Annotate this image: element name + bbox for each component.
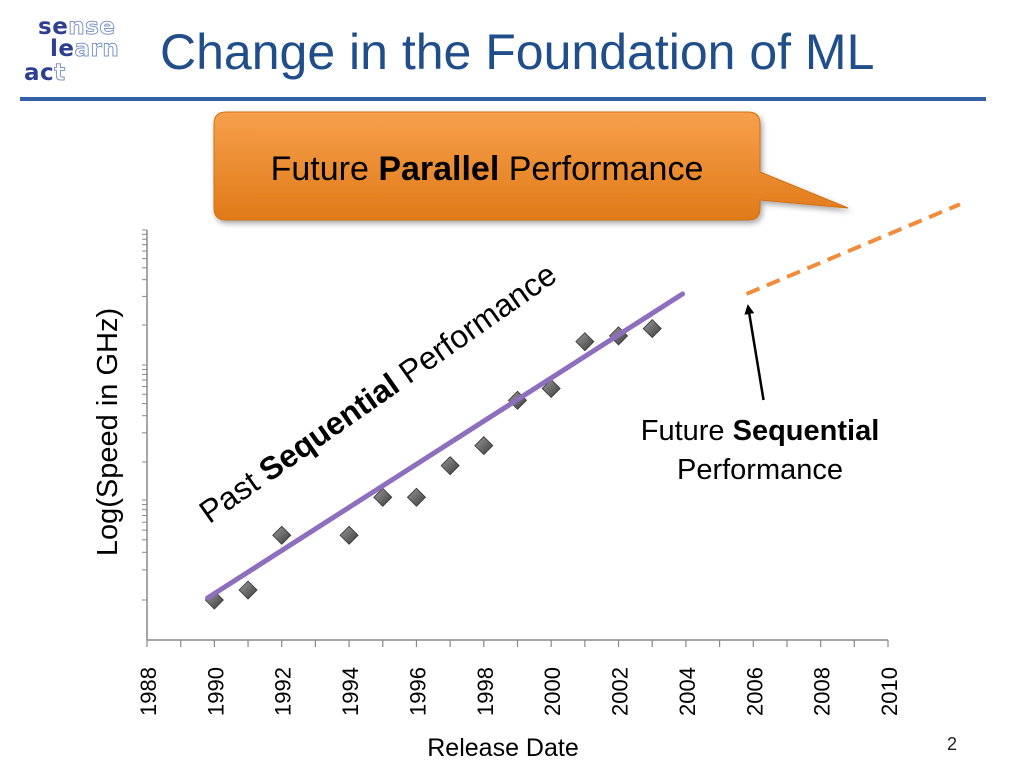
x-axis-ticks: 1988 1990 1992 1994 1996 1998 2000 2002 2004 2006… (136, 640, 902, 716)
logo-word-sense: sense (38, 14, 116, 40)
y-axis-ticks (142, 229, 147, 601)
axes: 1988 1990 1992 1994 1996 1998 2000 2002 2004 2006… (136, 229, 902, 716)
x-tick-label: 1994 (338, 667, 363, 716)
x-tick-label: 1996 (405, 667, 430, 716)
x-tick-label: 2002 (608, 667, 633, 716)
logo: sense learn act (22, 14, 132, 94)
callout-bubble (213, 111, 849, 221)
slide-title: Change in the Foundation of ML (160, 24, 875, 80)
past-sequential-trend-line (205, 291, 686, 601)
data-points (204, 319, 662, 610)
data-point (642, 319, 662, 339)
x-tick-label: 1998 (473, 667, 498, 716)
data-point (474, 436, 494, 456)
x-tick-label: 2008 (810, 667, 835, 716)
future-sequential-label-line1: Future Sequential (641, 415, 880, 447)
data-point (541, 378, 561, 399)
parallel-callout-text: Future Parallel Performance (271, 150, 704, 188)
page-number: 2 (947, 734, 958, 754)
logo-word-learn: learn (50, 36, 120, 62)
x-axis-title: Release Date (427, 734, 578, 762)
data-point (238, 580, 258, 600)
data-point (406, 487, 427, 507)
y-axis-title: Log(Speed in GHz) (92, 308, 124, 556)
parallel-callout (213, 111, 849, 221)
data-point (373, 487, 393, 507)
x-tick-label: 1992 (271, 667, 296, 716)
data-point (272, 525, 292, 545)
x-tick-label: 2004 (675, 667, 700, 716)
data-point (575, 332, 595, 352)
future-sequential-label-line2: Performance (677, 454, 843, 486)
logo-word-act: act (24, 60, 66, 86)
title-divider (20, 97, 986, 101)
data-point (440, 456, 460, 476)
x-tick-label: 1990 (203, 667, 228, 716)
x-tick-label: 2006 (742, 667, 767, 716)
data-point (339, 525, 359, 545)
future-sequential-arrow (744, 304, 765, 401)
x-tick-label: 1988 (136, 667, 161, 716)
x-tick-label: 2000 (540, 667, 565, 716)
x-tick-label: 2010 (877, 667, 902, 716)
future-parallel-line (745, 202, 961, 296)
